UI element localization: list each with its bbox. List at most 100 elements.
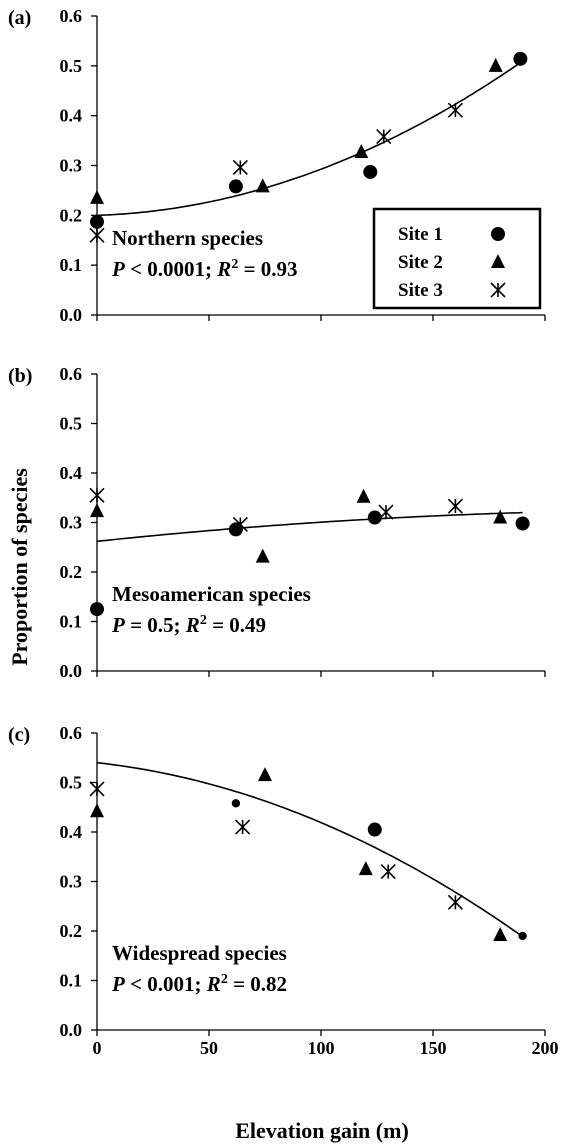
- data-point-asterisk: [447, 498, 463, 514]
- panel-b: 0.0 0.1 0.2 0.3 0.4 0.5 0.6 (b) Mesoamerican spe…: [8, 364, 546, 681]
- legend-marker-circle: [491, 227, 505, 241]
- legend-box: Site 1 Site 2 Site 3: [372, 207, 542, 310]
- p-symbol: P: [111, 613, 125, 637]
- x-tick-label: 100: [308, 1038, 335, 1058]
- legend-frame: [372, 207, 542, 310]
- r2-superscript: 2: [200, 613, 207, 628]
- p-value: < 0.0001;: [125, 257, 217, 281]
- stat-line: P < 0.001; R2 = 0.82: [111, 972, 287, 996]
- r2-symbol: R: [206, 972, 221, 996]
- data-point-triangle: [354, 144, 369, 159]
- panel-label: (c): [8, 724, 30, 746]
- data-point-triangle: [493, 509, 508, 524]
- y-tick-label: 0.6: [60, 364, 83, 384]
- p-value: < 0.001;: [125, 972, 207, 996]
- legend-items: Site 1 Site 2 Site 3: [398, 224, 506, 301]
- legend-marker-asterisk: [490, 282, 506, 298]
- data-point-asterisk: [447, 894, 463, 910]
- data-point-circle: [228, 179, 243, 194]
- r2-superscript: 2: [231, 257, 238, 272]
- data-point-circle: [363, 164, 378, 179]
- y-tick-label: 0.0: [60, 1020, 83, 1040]
- data-point-asterisk: [376, 129, 392, 145]
- data-point-triangle: [356, 488, 371, 503]
- x-axis-title: Elevation gain (m): [235, 1118, 409, 1143]
- stat-line: P < 0.0001; R2 = 0.93: [111, 257, 298, 281]
- panel-label: (a): [8, 7, 31, 29]
- r2-value: = 0.82: [228, 972, 287, 996]
- y-tick-label: 0.3: [60, 513, 83, 533]
- series-asterisk: [89, 487, 463, 533]
- panel-c: 0.0 0.1 0.2 0.3 0.4 0.5 0.6 0 50 100 150 200 (c) Wide…: [8, 723, 559, 1058]
- panel-a: 0.0 0.1 0.2 0.3 0.4 0.5 0.6 (a) Northern species…: [8, 6, 546, 325]
- data-point-triangle: [255, 178, 270, 193]
- data-point-circle: [367, 510, 382, 525]
- data-point-triangle: [90, 503, 104, 518]
- y-tick-label: 0.1: [60, 255, 83, 275]
- data-point-triangle: [90, 189, 104, 204]
- data-point-triangle: [255, 548, 270, 563]
- panel-title: Northern species: [112, 226, 263, 250]
- y-tick-label: 0.1: [60, 612, 83, 632]
- data-point-triangle: [358, 861, 373, 876]
- legend-label: Site 2: [398, 252, 443, 273]
- panel-label: (b): [8, 365, 32, 387]
- legend-label: Site 1: [398, 224, 443, 245]
- x-tick-label: 50: [200, 1038, 218, 1058]
- series-triangle: [90, 767, 508, 941]
- y-tick-label: 0.3: [60, 872, 83, 892]
- y-tick-label: 0.2: [60, 562, 83, 582]
- y-tick-label: 0.5: [60, 56, 83, 76]
- data-point-asterisk: [232, 516, 248, 533]
- panel-title: Widespread species: [112, 941, 287, 965]
- series-asterisk: [89, 102, 463, 243]
- y-tick-label: 0.0: [60, 305, 83, 325]
- y-tick-label: 0.0: [60, 661, 83, 681]
- y-tick-label: 0.3: [60, 156, 83, 176]
- data-point-asterisk: [380, 864, 396, 880]
- panel-title: Mesoamerican species: [112, 582, 311, 606]
- r2-symbol: R: [185, 613, 200, 637]
- series-circle: [90, 510, 530, 617]
- data-point-circle: [90, 214, 104, 229]
- data-point-asterisk: [447, 102, 463, 118]
- data-point-triangle: [488, 57, 503, 72]
- r2-superscript: 2: [221, 972, 228, 987]
- y-tick-label: 0.4: [60, 106, 83, 126]
- y-tick-label: 0.4: [60, 822, 83, 842]
- y-tick-label: 0.5: [60, 414, 83, 434]
- y-tick-label: 0.5: [60, 773, 83, 793]
- data-point-circle: [518, 931, 527, 941]
- trend-line: [96, 511, 523, 543]
- data-point-asterisk: [89, 781, 105, 797]
- x-tick-label: 150: [420, 1038, 447, 1058]
- r2-value: = 0.93: [238, 257, 297, 281]
- p-symbol: P: [111, 257, 125, 281]
- panels: 0.0 0.1 0.2 0.3 0.4 0.5 0.6 (a) Northern species…: [8, 6, 559, 1058]
- data-point-circle: [231, 799, 241, 808]
- data-point-circle: [90, 602, 104, 617]
- data-point-asterisk: [89, 487, 105, 503]
- trend-line: [96, 761, 524, 938]
- data-point-asterisk: [235, 819, 251, 835]
- y-tick-label: 0.1: [60, 971, 83, 991]
- stat-line: P = 0.5; R2 = 0.49: [111, 613, 266, 637]
- series-circle: [231, 799, 527, 941]
- p-value: = 0.5;: [125, 613, 186, 637]
- data-point-asterisk: [378, 504, 394, 520]
- data-point-triangle: [258, 767, 272, 782]
- series-asterisk: [89, 781, 463, 910]
- series-triangle: [90, 488, 508, 563]
- y-axis-title: Proportion of species: [7, 468, 32, 666]
- r2-value: = 0.49: [207, 613, 266, 637]
- legend-label: Site 3: [398, 280, 443, 301]
- y-tick-label: 0.6: [60, 723, 83, 743]
- legend-marker-triangle: [491, 254, 505, 268]
- data-point-triangle: [493, 926, 508, 941]
- y-tick-label: 0.2: [60, 205, 83, 225]
- series-triangle: [90, 57, 503, 204]
- trend-line: [96, 63, 519, 217]
- y-tick-label: 0.6: [60, 6, 83, 26]
- data-point-circle: [513, 51, 528, 66]
